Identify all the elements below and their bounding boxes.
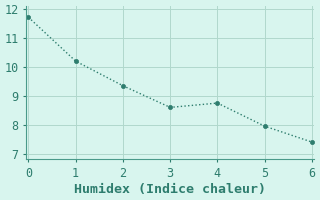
X-axis label: Humidex (Indice chaleur): Humidex (Indice chaleur) <box>74 183 266 196</box>
